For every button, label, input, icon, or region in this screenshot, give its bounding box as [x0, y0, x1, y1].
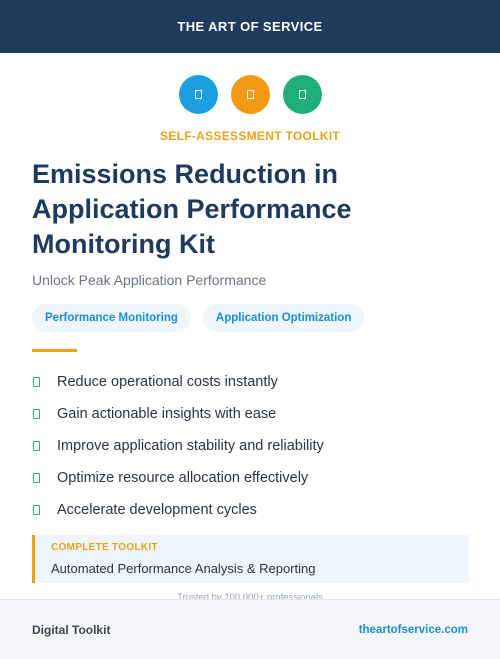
document-icon	[230, 75, 270, 114]
check-icon	[33, 441, 40, 451]
page-subtitle: Unlock Peak Application Performance	[32, 272, 267, 288]
trusted-note: Trusted by 100,000+ professionals	[177, 592, 323, 603]
check-icon	[33, 473, 40, 483]
divider	[32, 349, 77, 352]
footer-bar: Digital Toolkit theartofservice.com	[0, 599, 500, 659]
document-icon	[178, 75, 218, 114]
check-icon	[33, 505, 40, 515]
feature-list: Reduce operational costs instantly Gain …	[32, 366, 324, 526]
page-title: Emissions Reduction in Application Perfo…	[32, 159, 352, 259]
toolkit-callout: COMPLETE TOOLKIT Automated Performance A…	[32, 535, 469, 583]
list-item: Improve application stability and reliab…	[32, 430, 324, 462]
list-item: Gain actionable insights with ease	[32, 398, 324, 430]
check-icon	[33, 409, 40, 419]
feature-text: Optimize resource allocation effectively	[57, 470, 309, 486]
feature-text: Improve application stability and reliab…	[57, 438, 324, 454]
tag-application-optimization: Application Optimization	[202, 304, 365, 332]
callout-label: COMPLETE TOOLKIT	[51, 542, 158, 553]
brand-name: THE ART OF SERVICE	[177, 19, 323, 34]
list-item: Optimize resource allocation effectively	[32, 462, 324, 494]
footer-label: Digital Toolkit	[32, 622, 111, 637]
document-icon	[282, 75, 322, 114]
eyebrow-label: SELF-ASSESSMENT TOOLKIT	[159, 129, 341, 143]
icon-row	[0, 75, 500, 114]
tag-list: Performance Monitoring Application Optim…	[32, 304, 365, 332]
header-bar: THE ART OF SERVICE	[0, 0, 500, 53]
tag-performance-monitoring: Performance Monitoring	[32, 304, 191, 332]
feature-text: Accelerate development cycles	[57, 502, 257, 518]
callout-text: Automated Performance Analysis & Reporti…	[51, 561, 316, 576]
check-icon	[33, 377, 40, 387]
website-link[interactable]: theartofservice.com	[358, 623, 468, 636]
feature-text: Gain actionable insights with ease	[57, 406, 277, 422]
list-item: Accelerate development cycles	[32, 494, 324, 526]
list-item: Reduce operational costs instantly	[32, 366, 324, 398]
feature-text: Reduce operational costs instantly	[57, 374, 278, 390]
